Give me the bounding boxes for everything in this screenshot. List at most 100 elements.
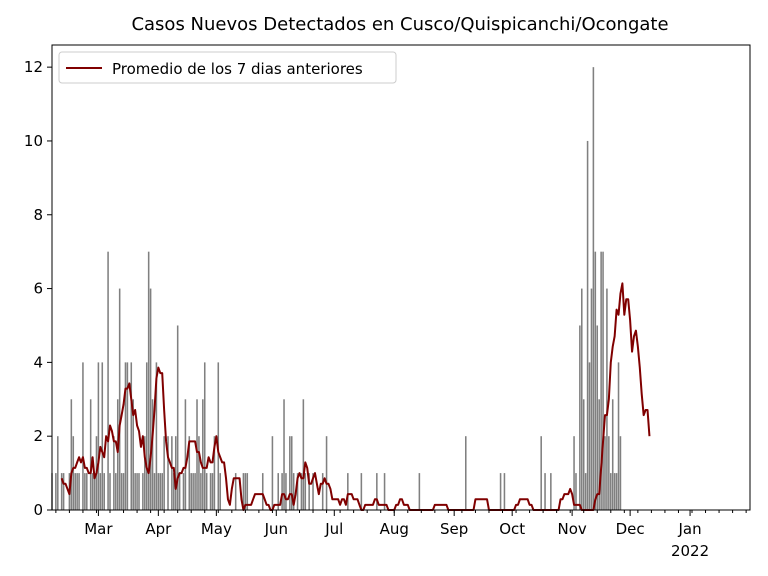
bar (82, 362, 84, 510)
bar (575, 473, 577, 510)
bar (347, 473, 349, 510)
bar (271, 436, 274, 510)
bar (292, 473, 295, 510)
x-tick-label: Dec (616, 520, 645, 538)
bar (163, 436, 165, 510)
bar (308, 473, 310, 510)
bar (277, 473, 279, 510)
bar (300, 473, 303, 510)
bar (142, 473, 144, 510)
y-axis: 0 2 4 6 8 10 12 (24, 58, 52, 519)
bar (290, 436, 293, 510)
bar (234, 473, 237, 510)
bar (321, 473, 324, 510)
bar (281, 473, 283, 510)
bar (167, 436, 169, 510)
bar (465, 436, 467, 510)
bar (499, 473, 502, 510)
bar (70, 399, 73, 510)
bar (600, 251, 602, 511)
bar (159, 473, 162, 510)
bar (126, 362, 129, 510)
bar (84, 473, 86, 510)
bar (78, 473, 80, 510)
bar (91, 473, 94, 510)
bar (57, 436, 59, 510)
bar (602, 251, 604, 511)
bar (101, 362, 104, 510)
bar (584, 473, 587, 510)
bar (171, 436, 173, 510)
bar (376, 473, 378, 510)
legend: Promedio de los 7 dias anteriores (58, 51, 397, 84)
bar (124, 362, 127, 510)
bar (594, 251, 597, 511)
bar (145, 362, 148, 510)
bar (285, 473, 287, 510)
bar (203, 362, 206, 510)
bar (151, 399, 154, 510)
bar (302, 399, 305, 510)
bar (72, 436, 75, 510)
bar (134, 473, 136, 510)
bar (97, 362, 100, 510)
bar (590, 288, 593, 510)
bar (192, 473, 194, 510)
y-tick-label: 0 (33, 501, 43, 519)
bar (586, 140, 589, 510)
bar (613, 473, 616, 510)
x-tick-label: Nov (557, 520, 586, 538)
bar (573, 436, 575, 510)
bar (138, 473, 140, 510)
x-tick-year-label: 2022 (671, 542, 709, 560)
bar (608, 436, 610, 510)
bar (190, 473, 192, 510)
y-tick-label: 6 (33, 280, 43, 298)
bar (89, 399, 92, 510)
bar (213, 436, 216, 510)
bar (598, 399, 600, 510)
bar (173, 473, 175, 510)
legend-label: Promedio de los 7 dias anteriores (112, 60, 363, 78)
bar (619, 436, 622, 510)
bar (122, 473, 125, 510)
bar (582, 399, 585, 510)
bar (109, 473, 111, 510)
bar (205, 473, 208, 510)
y-tick-label: 8 (33, 206, 43, 224)
x-tick-label: Jan (677, 520, 701, 538)
bar (592, 67, 595, 510)
bar (209, 473, 212, 510)
bar (611, 399, 614, 510)
bar (211, 473, 214, 510)
bar (76, 473, 78, 510)
bar (93, 473, 96, 510)
bar (503, 473, 506, 510)
bar (116, 399, 119, 510)
bar (103, 473, 105, 510)
bar (174, 436, 177, 510)
bar (136, 473, 138, 510)
legend-box (58, 51, 397, 84)
bar (194, 473, 196, 510)
bar (383, 473, 386, 510)
bar (147, 251, 150, 511)
bar (312, 473, 314, 510)
bar (540, 436, 542, 510)
bar (283, 399, 285, 510)
bar (60, 473, 63, 510)
bar (155, 362, 158, 510)
bar (55, 473, 57, 510)
bar (217, 362, 220, 510)
x-tick-label: Jul (324, 520, 343, 538)
bar (144, 436, 146, 510)
bar (296, 473, 299, 510)
bar (610, 473, 612, 510)
bar (289, 436, 291, 510)
bar (132, 399, 134, 510)
bar (62, 473, 65, 510)
bar (304, 473, 307, 510)
x-tick-label: Oct (499, 520, 525, 538)
bar (261, 473, 264, 510)
